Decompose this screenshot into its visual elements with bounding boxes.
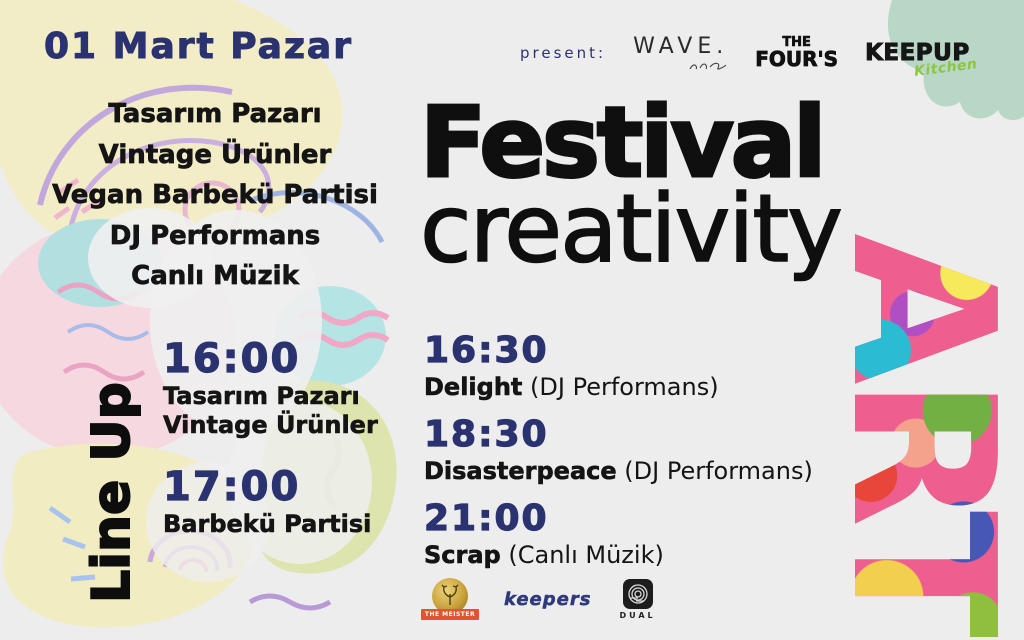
dual-logo-label: DUAL	[619, 610, 656, 620]
lineup-time: 16:00	[162, 335, 301, 382]
wave-signature-scribble	[689, 62, 727, 70]
fours-logo-bottom: FOUR'S	[755, 47, 839, 71]
lineup-time: 17:00	[162, 463, 301, 510]
meister-gold-medal-icon	[432, 578, 468, 614]
concentric-scribble-icon	[627, 583, 648, 604]
event-date: 01 Mart Pazar	[44, 26, 353, 68]
sponsor-logo-keepup: KEEPUP Kitchen	[865, 39, 979, 79]
activity-item: Vintage Ürünler	[98, 139, 332, 170]
schedule-time: 16:30	[423, 329, 549, 371]
sponsor-logo-wave: WAVE.	[633, 34, 728, 71]
lineup-vertical-label: Line Up	[81, 381, 143, 604]
dual-logo: DUAL	[619, 578, 656, 620]
activities-list: Tasarım Pazarı Vintage Ürünler Vegan Bar…	[0, 94, 430, 297]
activity-item: DJ Performans	[109, 220, 321, 251]
lineup-slot: 16:00 Tasarım Pazarı Vintage Ürünler	[162, 335, 378, 440]
antler-icon	[441, 584, 459, 605]
footer-logos: THE MEISTER keepers DUAL	[420, 578, 656, 620]
presenters-row: present: WAVE. THE FOUR'S KEEPUP Kitchen	[520, 34, 979, 79]
present-label: present:	[520, 43, 607, 62]
schedule-time: 21:00	[423, 497, 549, 539]
fours-logo-top: THE	[782, 35, 811, 50]
title-creativity: creativity	[419, 175, 844, 284]
schedule-performance-type: (DJ Performans)	[624, 457, 813, 485]
main-title: Festival creativity	[419, 86, 844, 284]
wave-logo-text: WAVE.	[633, 34, 729, 59]
dual-maze-icon	[622, 578, 653, 609]
activity-item: Canlı Müzik	[131, 261, 299, 292]
lineup-activity: Barbekü Partisi	[163, 510, 372, 539]
schedule-artist: Disasterpeace	[424, 457, 617, 486]
meister-logo: THE MEISTER	[420, 578, 480, 620]
activity-item: Tasarım Pazarı	[108, 99, 322, 130]
sponsor-logo-the-fours: THE FOUR'S	[755, 35, 839, 71]
lineup-activity: Vintage Ürünler	[163, 411, 378, 440]
schedule-artist: Scrap	[424, 541, 501, 570]
meister-banner-label: THE MEISTER	[420, 609, 480, 620]
lineup-schedule: 16:00 Tasarım Pazarı Vintage Ürünler 17:…	[162, 335, 378, 563]
schedule-performance-type: (Canlı Müzik)	[508, 541, 664, 569]
lineup-slot: 17:00 Barbekü Partisi	[162, 463, 378, 539]
activity-item: Vegan Barbekü Partisi	[52, 180, 378, 211]
schedule-slot: 21:00 Scrap (Canlı Müzik)	[423, 497, 864, 570]
schedule-time: 18:30	[423, 413, 549, 455]
schedule-slot: 18:30 Disasterpeace (DJ Performans)	[423, 413, 864, 486]
schedule-artist: Delight	[424, 373, 523, 402]
keepers-logo: keepers	[504, 588, 592, 610]
lineup-activity: Tasarım Pazarı	[163, 382, 360, 411]
performance-schedule: 16:30 Delight (DJ Performans) 18:30 Disa…	[423, 329, 864, 582]
schedule-slot: 16:30 Delight (DJ Performans)	[423, 329, 864, 402]
schedule-performance-type: (DJ Performans)	[530, 373, 719, 401]
title-festival: Festival	[419, 86, 828, 199]
art-vertical-word: ART	[808, 233, 1024, 637]
keepup-logo-text: KEEPUP	[865, 39, 970, 66]
